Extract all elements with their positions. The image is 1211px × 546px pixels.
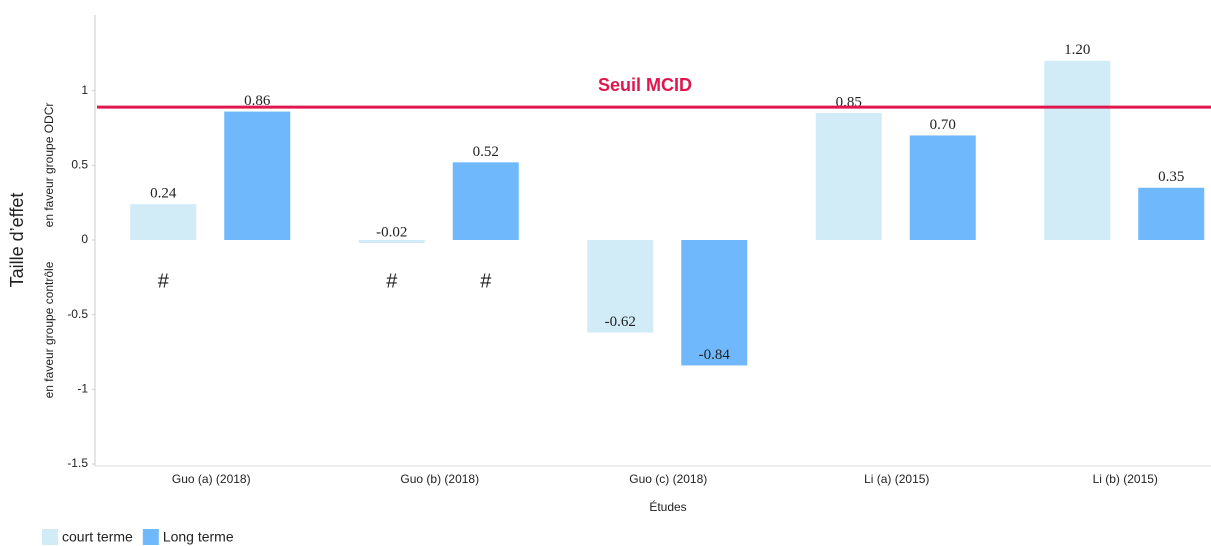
- data-label: -0.02: [376, 224, 407, 240]
- data-label: -0.84: [699, 347, 731, 363]
- y-tick-label: 0: [81, 232, 88, 246]
- annotation: #: [386, 270, 398, 292]
- annotation: #: [158, 270, 170, 292]
- data-label: 0.70: [930, 117, 956, 133]
- bar: [909, 135, 976, 240]
- bar: [130, 204, 197, 240]
- reference-label: Seuil MCID: [598, 75, 692, 95]
- data-label: 0.24: [150, 186, 177, 202]
- y-axis-sublabel: en faveur groupe contrôle: [42, 261, 56, 398]
- annotation: #: [480, 270, 492, 292]
- legend-swatch: [42, 529, 58, 545]
- x-tick-label: Li (b) (2015): [1093, 472, 1158, 486]
- bar: [358, 240, 425, 243]
- data-label: 0.35: [1158, 169, 1184, 185]
- data-label: 0.52: [473, 144, 499, 160]
- bar: [452, 162, 519, 240]
- bar: [1044, 60, 1111, 240]
- legend-label: Long terme: [163, 529, 234, 545]
- data-label: 0.86: [244, 93, 271, 109]
- y-tick-label: 1: [81, 83, 88, 97]
- y-tick-label: -1: [77, 382, 88, 396]
- bar: [681, 240, 748, 366]
- bar: [587, 240, 654, 333]
- bar: [815, 113, 882, 240]
- x-tick-label: Li (a) (2015): [864, 472, 929, 486]
- data-label: 1.20: [1064, 42, 1090, 58]
- bar: [224, 111, 291, 240]
- y-tick-label: 0.5: [71, 158, 88, 172]
- y-tick-label: -0.5: [67, 307, 88, 321]
- legend-label: court terme: [62, 529, 133, 545]
- y-axis-label: Taille d’effet: [7, 193, 27, 288]
- x-tick-label: Guo (c) (2018): [629, 472, 707, 486]
- bar: [1138, 187, 1205, 240]
- x-tick-label: Guo (b) (2018): [400, 472, 479, 486]
- x-axis-label: Études: [649, 499, 686, 514]
- y-tick-label: -1.5: [67, 456, 88, 470]
- x-tick-label: Guo (a) (2018): [172, 472, 251, 486]
- data-label: -0.62: [605, 314, 636, 330]
- y-axis-sublabel: en faveur groupe ODCr: [42, 103, 56, 228]
- legend-swatch: [142, 529, 159, 545]
